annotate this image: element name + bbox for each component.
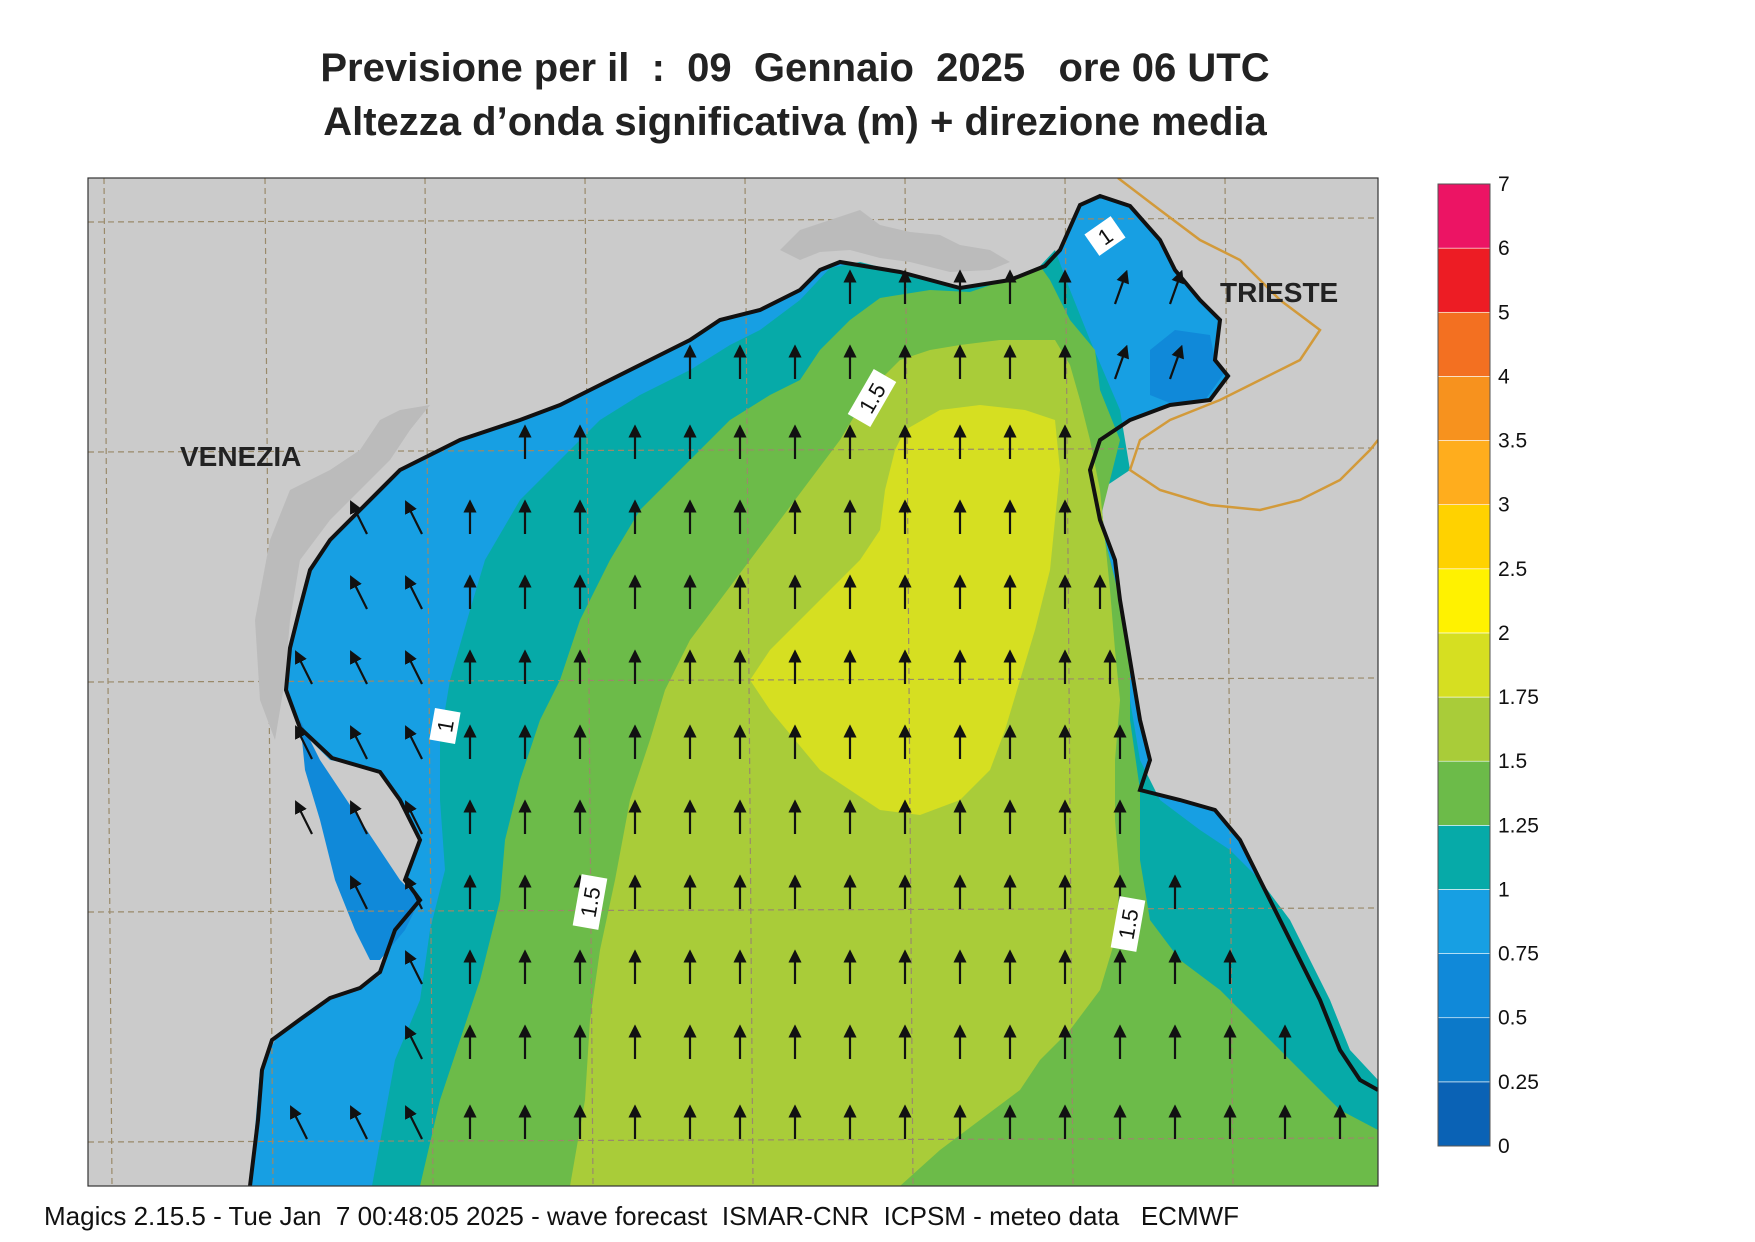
colorbar-band-0 xyxy=(1437,1081,1491,1147)
colorbar-band-6 xyxy=(1437,696,1491,762)
venice-lagoon xyxy=(255,405,430,740)
colorbar-band-2 xyxy=(1437,953,1491,1019)
direction-arrow-29 xyxy=(405,500,423,535)
colorbar-frame xyxy=(1437,183,1491,1147)
grid-meridian-2 xyxy=(424,178,434,1186)
colorbar-label: 6 xyxy=(1498,237,1510,260)
colorbar-band-1 xyxy=(1437,1017,1491,1083)
colorbar-label: 0.75 xyxy=(1498,943,1539,966)
grid-meridian-3 xyxy=(584,178,594,1186)
colorbar-band-13 xyxy=(1437,247,1491,313)
colorbar-label: 1.75 xyxy=(1498,686,1539,709)
map-frame xyxy=(87,177,1379,1187)
direction-arrow-156 xyxy=(405,1105,423,1140)
svg-text:1: 1 xyxy=(432,718,459,734)
direction-arrow-57 xyxy=(295,650,313,685)
country-border xyxy=(1117,178,1378,512)
direction-arrow-43 xyxy=(405,575,423,610)
grid-meridian-4 xyxy=(744,178,754,1186)
direction-arrow-59 xyxy=(405,650,423,685)
direction-arrow-121 xyxy=(405,950,423,985)
svg-text:1.5: 1.5 xyxy=(1114,907,1144,941)
direction-arrow-105 xyxy=(350,875,368,910)
colorbar-band-11 xyxy=(1437,376,1491,441)
colorbar-band-10 xyxy=(1437,440,1491,505)
colorbar-band-12 xyxy=(1437,311,1491,377)
colorbar-label: 1.5 xyxy=(1498,750,1527,773)
grid-meridian-6 xyxy=(1064,178,1074,1186)
colorbar-label: 7 xyxy=(1498,173,1510,196)
colorbar-label: 2 xyxy=(1498,622,1510,645)
sea-band-0.5 xyxy=(300,720,420,960)
direction-arrow-155 xyxy=(350,1105,368,1140)
direction-arrow-42 xyxy=(350,575,368,610)
place-label-trieste: TRIESTE xyxy=(1220,277,1338,308)
colorbar-label: 1.25 xyxy=(1498,814,1539,837)
colorbar-band-9 xyxy=(1437,504,1491,570)
contour-label-1-venezia: 1 xyxy=(429,707,461,745)
direction-arrow-90 xyxy=(350,800,368,835)
colorbar-label: 3 xyxy=(1498,494,1510,517)
colorbar-band-4 xyxy=(1437,825,1491,890)
grid-parallel-3 xyxy=(88,907,1378,913)
colorbar-band-8 xyxy=(1437,568,1491,634)
colorbar: 0 0.25 0.5 0.75 1 1.25 1.5 1.75 2 2.5 3 3.5 4 5 6 7 xyxy=(1437,173,1539,1158)
contour-label-1-trieste: 1 xyxy=(1084,216,1126,256)
direction-arrow-75 xyxy=(405,725,423,760)
direction-arrow-16 xyxy=(1168,344,1184,380)
colorbar-label: 4 xyxy=(1498,365,1510,388)
contour-label-1.5-east: 1.5 xyxy=(1110,896,1146,952)
colorbar-band-7 xyxy=(1437,632,1491,698)
colorbar-band-14 xyxy=(1437,183,1491,249)
title-variable: Altezza d’onda significativa (m) + direz… xyxy=(323,100,1267,144)
direction-arrow-137 xyxy=(405,1025,423,1060)
direction-arrow-154 xyxy=(290,1105,308,1140)
direction-arrow-106 xyxy=(405,875,423,910)
grid-parallel-2 xyxy=(88,677,1378,683)
svg-text:1.5: 1.5 xyxy=(576,885,606,919)
title-forecast-date: Previsione per il : 09 Gennaio 2025 ore … xyxy=(320,46,1270,90)
direction-arrow-73 xyxy=(295,725,313,760)
footer-credits: Magics 2.15.5 - Tue Jan 7 00:48:05 2025 … xyxy=(44,1201,1240,1231)
mean-direction-arrows xyxy=(290,269,1347,1140)
sea-band-1.75 xyxy=(750,405,1060,815)
grid-meridian-7 xyxy=(1224,178,1234,1186)
direction-arrow-58 xyxy=(350,650,368,685)
colorbar-band-5 xyxy=(1437,760,1491,826)
colorbar-label: 3.5 xyxy=(1498,430,1527,453)
direction-arrow-91 xyxy=(405,800,423,835)
direction-arrow-6 xyxy=(1168,269,1184,305)
direction-arrow-15 xyxy=(1113,344,1129,380)
colorbar-band-3 xyxy=(1437,889,1491,954)
grid-meridian-5 xyxy=(904,178,914,1186)
direction-arrow-28 xyxy=(350,500,368,535)
colorbar-label: 0 xyxy=(1498,1135,1510,1158)
colorbar-label: 0.5 xyxy=(1498,1007,1527,1030)
coastline xyxy=(248,193,1378,1186)
direction-arrow-74 xyxy=(350,725,368,760)
sea-band-0.5-east xyxy=(1150,330,1225,405)
direction-arrow-5 xyxy=(1113,269,1129,305)
grid-meridian-0 xyxy=(103,178,113,1186)
grid-parallel-4 xyxy=(88,1137,1378,1143)
colorbar-label: 1 xyxy=(1498,878,1510,901)
grid-parallel-0 xyxy=(88,217,1378,223)
map-area: 1 1.5 1.5 1 1.5 VENEZIA TRIESTE xyxy=(88,178,1378,1186)
karst-coast xyxy=(780,210,1010,272)
place-label-venezia: VENEZIA xyxy=(180,441,301,472)
colorbar-label: 5 xyxy=(1498,301,1510,324)
grid-parallel-1 xyxy=(88,447,1378,453)
direction-arrow-89 xyxy=(295,800,313,835)
colorbar-label: 0.25 xyxy=(1498,1071,1539,1094)
colorbar-label: 2.5 xyxy=(1498,558,1527,581)
contour-label-1.5-center: 1.5 xyxy=(572,874,608,930)
